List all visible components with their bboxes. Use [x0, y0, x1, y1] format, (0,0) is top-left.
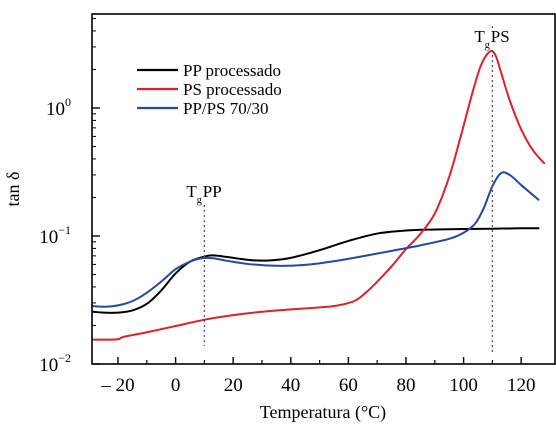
x-tick-label: 20: [224, 375, 243, 396]
x-tick-label: 80: [397, 375, 416, 396]
plot-frame: [91, 13, 556, 365]
tg-label: TgPP: [186, 182, 221, 206]
series-line-pp-ps-70-30: [92, 171, 540, 308]
x-tick-label: 60: [339, 375, 358, 396]
x-tick-label: 100: [449, 375, 478, 396]
x-axis-label: Temperatura (°C): [260, 402, 386, 423]
series-line-ps-processado: [92, 50, 546, 341]
legend-label-pp-ps-70-30: PP/PS 70/30: [183, 99, 269, 118]
legend-label-ps-processado: PS processado: [183, 80, 282, 99]
series-layer: [92, 50, 546, 341]
series-line-pp-processado: [92, 227, 540, 314]
tg-label: TgPS: [474, 27, 509, 51]
x-tick-label: – 20: [100, 375, 134, 396]
ticks-layer: – 20 0 20 40 60 80 100 120 10−2 10−1 100: [39, 18, 536, 396]
legend-label-pp-processado: PP processado: [183, 61, 281, 80]
x-tick-label: 120: [507, 375, 536, 396]
y-tick-label: 100: [46, 95, 71, 120]
y-axis-label: tan δ: [3, 172, 23, 207]
x-tick-label: 40: [281, 375, 300, 396]
y-tick-label: 10−2: [39, 351, 71, 376]
x-tick-label: 0: [171, 375, 181, 396]
y-tick-label: 10−1: [39, 223, 71, 248]
annotation-layer: TgPP TgPS: [186, 26, 510, 352]
